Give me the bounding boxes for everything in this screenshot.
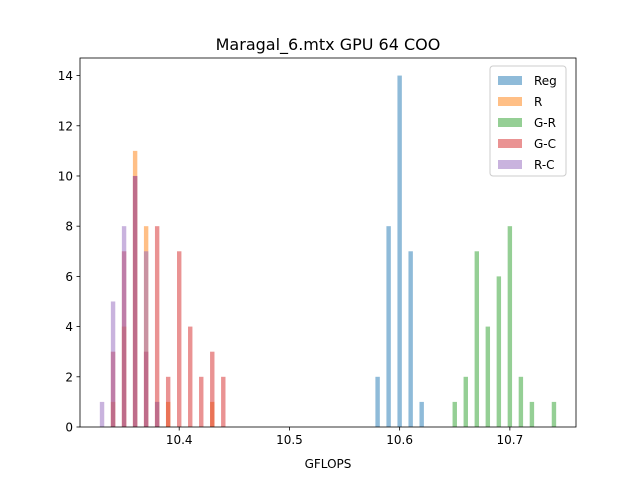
legend-box <box>489 65 567 177</box>
bar-reg <box>419 401 424 427</box>
legend-swatch-g-c <box>498 139 522 148</box>
bars-layer <box>99 75 557 427</box>
bar-r-c <box>121 226 127 427</box>
x-tick-label: 10.6 <box>386 433 413 447</box>
y-tick-label: 0 <box>65 421 73 435</box>
bar-r-c <box>154 401 160 427</box>
bar-g-r <box>518 376 524 427</box>
bar-g-r <box>496 276 502 427</box>
bar-g-c <box>165 376 171 427</box>
legend-label-r: R <box>534 95 542 109</box>
bar-reg <box>408 251 413 427</box>
legend-label-g-r: G-R <box>534 116 556 130</box>
x-tick-label: 10.5 <box>276 433 303 447</box>
bar-g-c <box>199 376 204 427</box>
y-tick-label: 10 <box>58 169 73 183</box>
bar-r-c <box>110 301 116 427</box>
y-tick-label: 4 <box>65 320 73 334</box>
legend-swatch-r <box>498 97 522 106</box>
legend-label-r-c: R-C <box>534 158 555 172</box>
x-tick-label: 10.4 <box>166 433 193 447</box>
legend: Reg R G-R G-C R-C <box>489 65 567 177</box>
bar-g-r <box>485 326 491 427</box>
chart-title: Maragal_6.mtx GPU 64 COO <box>216 35 441 55</box>
legend-swatch-reg <box>498 76 522 85</box>
bar-reg <box>397 75 402 427</box>
bar-r-c <box>132 175 138 427</box>
x-axis-label: GFLOPS <box>305 457 352 471</box>
bar-g-r <box>507 226 513 427</box>
y-tick-label: 12 <box>58 119 73 133</box>
legend-label-reg: Reg <box>534 74 557 88</box>
bar-g-r <box>452 401 457 427</box>
bar-g-c <box>221 376 226 427</box>
axes-layer: 10.4 10.5 10.6 10.7 0 2 4 6 8 10 12 14 <box>58 57 577 447</box>
bar-reg <box>375 376 380 427</box>
bar-g-r <box>529 401 535 427</box>
y-tick-label: 8 <box>65 220 73 234</box>
bar-g-r <box>474 251 480 427</box>
plot-frame <box>79 57 577 428</box>
bar-g-r <box>463 376 468 427</box>
bar-g-r <box>551 401 557 427</box>
legend-swatch-r-c <box>498 160 522 169</box>
bar-g-c <box>154 226 160 427</box>
y-tick-label: 14 <box>58 69 73 83</box>
legend-swatch-g-r <box>498 118 522 127</box>
bar-r-c <box>99 401 105 427</box>
bar-g-c <box>210 351 215 427</box>
y-tick-label: 6 <box>65 270 73 284</box>
legend-label-g-c: G-C <box>534 137 556 151</box>
bar-r-c <box>143 251 149 427</box>
bar-g-c <box>188 326 193 427</box>
y-tick-label: 2 <box>65 370 73 384</box>
bar-reg <box>386 226 391 427</box>
x-tick-label: 10.7 <box>497 433 524 447</box>
bar-g-c <box>177 251 182 427</box>
